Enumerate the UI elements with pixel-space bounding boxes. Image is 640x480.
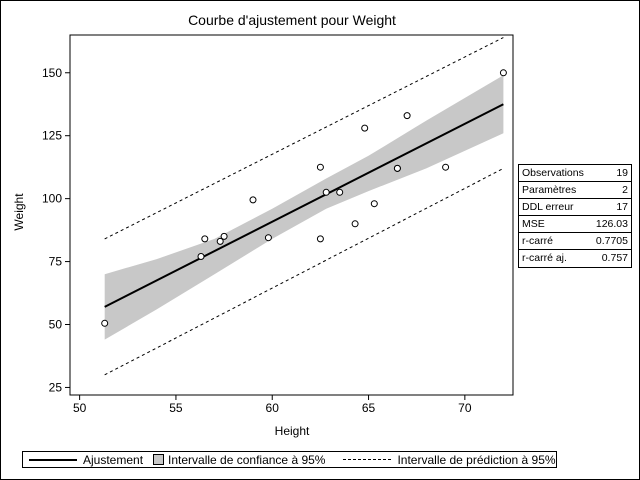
plot-border bbox=[69, 34, 514, 396]
legend: Ajustement Intervalle de confiance à 95%… bbox=[22, 451, 557, 468]
stat-row: r-carré 0.7705 bbox=[519, 233, 631, 250]
stat-label: r-carré bbox=[522, 235, 553, 247]
data-point-2 bbox=[201, 235, 209, 243]
stat-row: Paramètres 2 bbox=[519, 182, 631, 199]
data-point-1 bbox=[197, 253, 205, 260]
stat-row: Observations 19 bbox=[519, 165, 631, 182]
chart-title: Courbe d'ajustement pour Weight bbox=[188, 12, 396, 28]
x-tick-label-70: 70 bbox=[458, 401, 472, 415]
data-point-15 bbox=[403, 112, 411, 120]
x-tick-label-60: 60 bbox=[266, 401, 280, 415]
data-point-6 bbox=[264, 234, 272, 242]
fit-line bbox=[104, 103, 504, 308]
stat-row: r-carré aj. 0.757 bbox=[519, 250, 631, 267]
data-point-17 bbox=[499, 69, 507, 77]
stat-value: 2 bbox=[622, 184, 628, 196]
stat-label: Paramètres bbox=[522, 184, 577, 196]
stat-value: 19 bbox=[616, 167, 628, 179]
stat-value: 0.7705 bbox=[595, 235, 628, 247]
y-tick-label-125: 125 bbox=[42, 129, 62, 143]
prediction-upper-line bbox=[104, 37, 504, 240]
confidence-band bbox=[104, 75, 504, 340]
stat-row: MSE 126.03 bbox=[519, 216, 631, 233]
x-tick-label-50: 50 bbox=[73, 401, 87, 415]
data-point-18 bbox=[393, 164, 401, 172]
data-point-16 bbox=[442, 163, 450, 171]
legend-prediction-swatch bbox=[343, 459, 392, 460]
data-point-3 bbox=[216, 237, 224, 245]
data-point-0 bbox=[101, 319, 109, 327]
data-point-4 bbox=[220, 232, 228, 240]
legend-fit-label: Ajustement bbox=[83, 452, 144, 467]
stat-label: DDL erreur bbox=[522, 201, 574, 213]
fit-statistics-table: Observations 19 Paramètres 2 DDL erreur 17 MSE… bbox=[518, 164, 632, 268]
prediction-lower-line bbox=[104, 167, 504, 376]
data-point-5 bbox=[249, 196, 257, 204]
data-point-10 bbox=[336, 188, 344, 196]
legend-fit-line-swatch bbox=[29, 458, 77, 461]
stat-value: 17 bbox=[616, 201, 628, 213]
data-point-9 bbox=[322, 188, 330, 196]
stat-value: 126.03 bbox=[595, 218, 628, 230]
legend-band-swatch bbox=[153, 454, 165, 465]
x-tick-label-55: 55 bbox=[169, 401, 183, 415]
data-point-13 bbox=[370, 200, 378, 208]
data-point-12 bbox=[361, 124, 369, 132]
x-tick-label-65: 65 bbox=[362, 401, 376, 415]
legend-prediction-label: Intervalle de prédiction à 95% bbox=[397, 452, 556, 467]
legend-band-label: Intervalle de confiance à 95% bbox=[168, 452, 326, 467]
y-axis-label: Weight bbox=[12, 193, 26, 231]
y-tick-label-100: 100 bbox=[42, 192, 62, 206]
plot-area: 50 55 60 65 70 25 50 75 100 125 150 bbox=[42, 34, 514, 415]
data-point-11 bbox=[351, 220, 359, 228]
y-tick-label-25: 25 bbox=[49, 380, 63, 394]
stat-row: DDL erreur 17 bbox=[519, 199, 631, 216]
legend-item-fit: Ajustement bbox=[23, 453, 143, 467]
legend-item-confidence: Intervalle de confiance à 95% bbox=[143, 453, 325, 467]
stat-label: Observations bbox=[522, 167, 584, 179]
data-point-8 bbox=[316, 235, 324, 243]
stat-label: MSE bbox=[522, 218, 545, 230]
y-tick-label-150: 150 bbox=[42, 66, 62, 80]
x-axis-label: Height bbox=[275, 424, 310, 438]
legend-item-prediction: Intervalle de prédiction à 95% bbox=[325, 452, 556, 467]
data-point-7 bbox=[316, 163, 324, 171]
stat-label: r-carré aj. bbox=[522, 252, 567, 264]
y-tick-label-75: 75 bbox=[49, 255, 63, 269]
y-tick-label-50: 50 bbox=[49, 318, 63, 332]
stat-value: 0.757 bbox=[601, 252, 628, 264]
